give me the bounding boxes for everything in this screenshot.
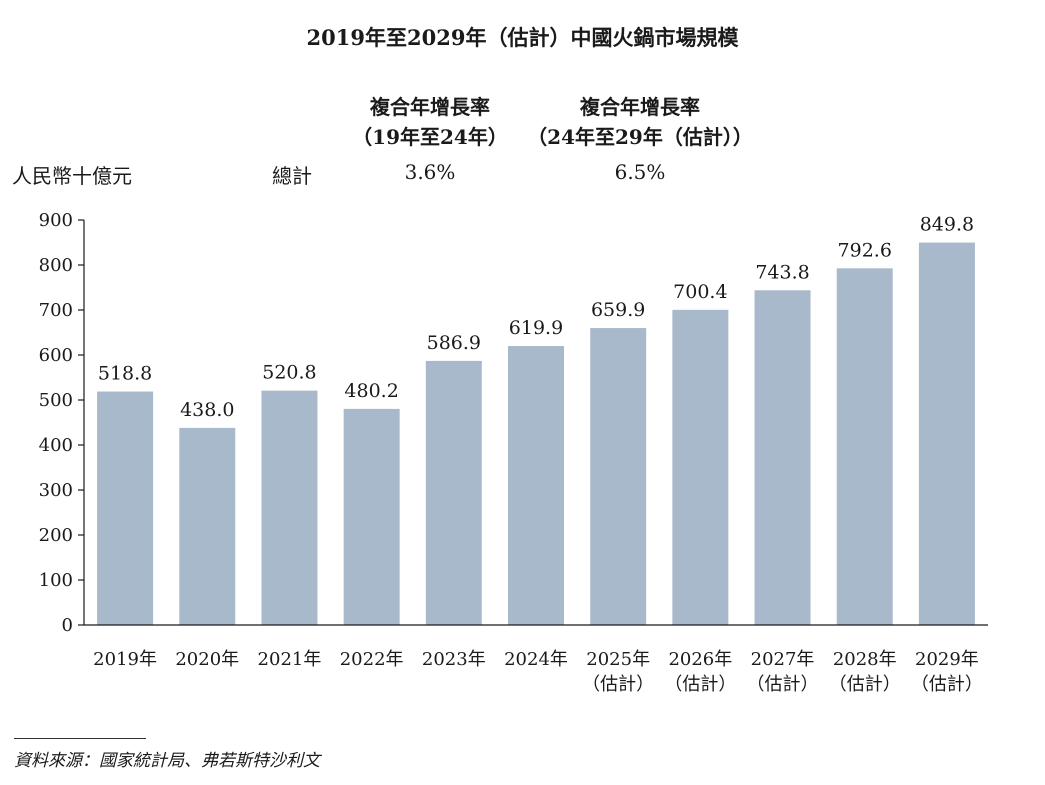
y-tick-label: 800 xyxy=(39,255,73,276)
x-tick-label: 2021年 xyxy=(258,649,322,670)
data-label: 586.9 xyxy=(427,332,481,354)
bar xyxy=(179,427,236,625)
x-tick-label: （估計） xyxy=(664,674,736,695)
data-label: 518.8 xyxy=(98,363,152,385)
y-tick-label: 900 xyxy=(39,210,73,231)
cagr-heading-2-line2: （24年至29年（估計）） xyxy=(527,125,753,149)
bar xyxy=(261,390,318,625)
y-axis: 0 100 200 300 400 500 600 700 800 900 xyxy=(39,210,85,636)
cagr-heading-1: 複合年增長率 （19年至24年） xyxy=(340,92,520,152)
y-tick-label: 0 xyxy=(62,615,73,636)
bar xyxy=(508,346,564,625)
x-tick-label: 2020年 xyxy=(175,649,239,670)
y-tick-label: 200 xyxy=(39,525,73,546)
y-tick-label: 500 xyxy=(39,390,73,411)
x-tick-label: 2023年 xyxy=(422,649,486,670)
bar xyxy=(343,408,400,625)
x-tick-label: （估計） xyxy=(829,674,901,695)
data-label: 792.6 xyxy=(838,239,892,261)
data-label: 438.0 xyxy=(180,399,234,421)
y-tick-label: 300 xyxy=(39,480,73,501)
x-tick-label: （估計） xyxy=(747,674,819,695)
data-label: 659.9 xyxy=(591,299,645,321)
data-label: 743.8 xyxy=(755,261,809,283)
y-tick-label: 700 xyxy=(39,300,73,321)
cagr-heading-2-line1: 複合年增長率 xyxy=(580,95,700,119)
x-tick-label: 2025年 xyxy=(586,649,650,670)
unit-label: 人民幣十億元 xyxy=(12,164,132,188)
cagr-value-1: 3.6% xyxy=(404,160,456,184)
x-tick-label: 2028年 xyxy=(833,649,897,670)
cagr-heading-2: 複合年增長率 （24年至29年（估計）） xyxy=(520,92,760,152)
cagr-heading-1-line2: （19年至24年） xyxy=(352,125,508,149)
bar xyxy=(425,360,482,625)
x-axis: 2019年 2020年 2021年 2022年 2023年 2024年 2025年 （估計） 2… xyxy=(84,624,988,695)
x-tick-label: 2027年 xyxy=(751,649,815,670)
data-label: 700.4 xyxy=(673,281,727,303)
cagr-heading-1-line1: 複合年增長率 xyxy=(370,95,490,119)
bar xyxy=(97,391,154,625)
x-tick-label: （估計） xyxy=(582,674,654,695)
x-tick-label: 2026年 xyxy=(668,649,732,670)
data-label: 619.9 xyxy=(509,317,563,339)
bar xyxy=(836,268,893,625)
total-label: 總計 xyxy=(272,164,312,188)
data-label: 520.8 xyxy=(262,362,316,384)
y-tick-label: 600 xyxy=(39,345,73,366)
data-label: 849.8 xyxy=(920,214,974,236)
chart-title: 2019年至2029年（估計）中國火鍋市場規模 xyxy=(306,25,739,50)
x-tick-label: 2019年 xyxy=(93,649,157,670)
source-note: 資料來源：國家統計局、弗若斯特沙利文 xyxy=(14,751,320,771)
x-tick-label: 2024年 xyxy=(504,649,568,670)
bar xyxy=(672,309,729,625)
data-label: 480.2 xyxy=(344,380,398,402)
bars: 518.8 438.0 520.8 480.2 586.9 619.9 659.9 700.4… xyxy=(97,214,975,625)
y-tick-label: 400 xyxy=(39,435,73,456)
x-tick-label: 2029年 xyxy=(915,649,979,670)
cagr-value-2: 6.5% xyxy=(614,160,666,184)
x-tick-label: 2022年 xyxy=(340,649,404,670)
source-divider xyxy=(14,738,146,739)
bar xyxy=(918,242,975,625)
bar xyxy=(590,328,647,625)
y-tick-label: 100 xyxy=(39,570,73,591)
x-tick-label: （估計） xyxy=(911,674,983,695)
bar xyxy=(754,290,811,625)
